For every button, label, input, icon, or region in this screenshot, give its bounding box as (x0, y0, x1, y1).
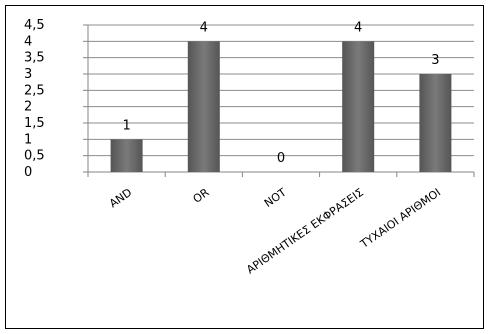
y-tick-label: 2,5 (24, 83, 45, 98)
x-tick-label: ΤΥΧΑΙΟΙ ΑΡΙΘΜΟΙ (357, 186, 443, 251)
y-tick-label: 3 (24, 67, 32, 82)
y-tick-label: 2 (24, 100, 32, 115)
bar (342, 41, 375, 173)
bar (187, 41, 220, 173)
x-tick-label: NOT (262, 186, 289, 210)
y-tick-label: 4 (24, 34, 32, 49)
bar (110, 139, 143, 172)
data-labels: 1 4 0 4 3 (122, 20, 439, 166)
x-tick-label: AND (107, 186, 134, 211)
data-label: 4 (200, 20, 208, 35)
bar (419, 74, 452, 172)
data-label: 3 (431, 53, 439, 68)
gridlines (88, 24, 474, 157)
data-label: 4 (354, 20, 362, 35)
x-tick-label: OR (191, 186, 212, 206)
y-tick-label: 0,5 (24, 149, 45, 164)
data-label: 0 (277, 151, 285, 166)
y-tick-label: 3,5 (24, 51, 45, 66)
y-tick-label: 1 (24, 132, 32, 147)
y-tick-label: 1,5 (24, 116, 45, 131)
y-tick-label: 0 (24, 165, 32, 180)
y-tick-labels: 00,5 11,52 2,533,5 44,5 (24, 18, 45, 180)
axes (83, 24, 475, 177)
data-label: 1 (122, 118, 130, 133)
bars (110, 41, 452, 173)
y-tick-label: 4,5 (24, 18, 45, 33)
chart-frame (5, 5, 484, 329)
